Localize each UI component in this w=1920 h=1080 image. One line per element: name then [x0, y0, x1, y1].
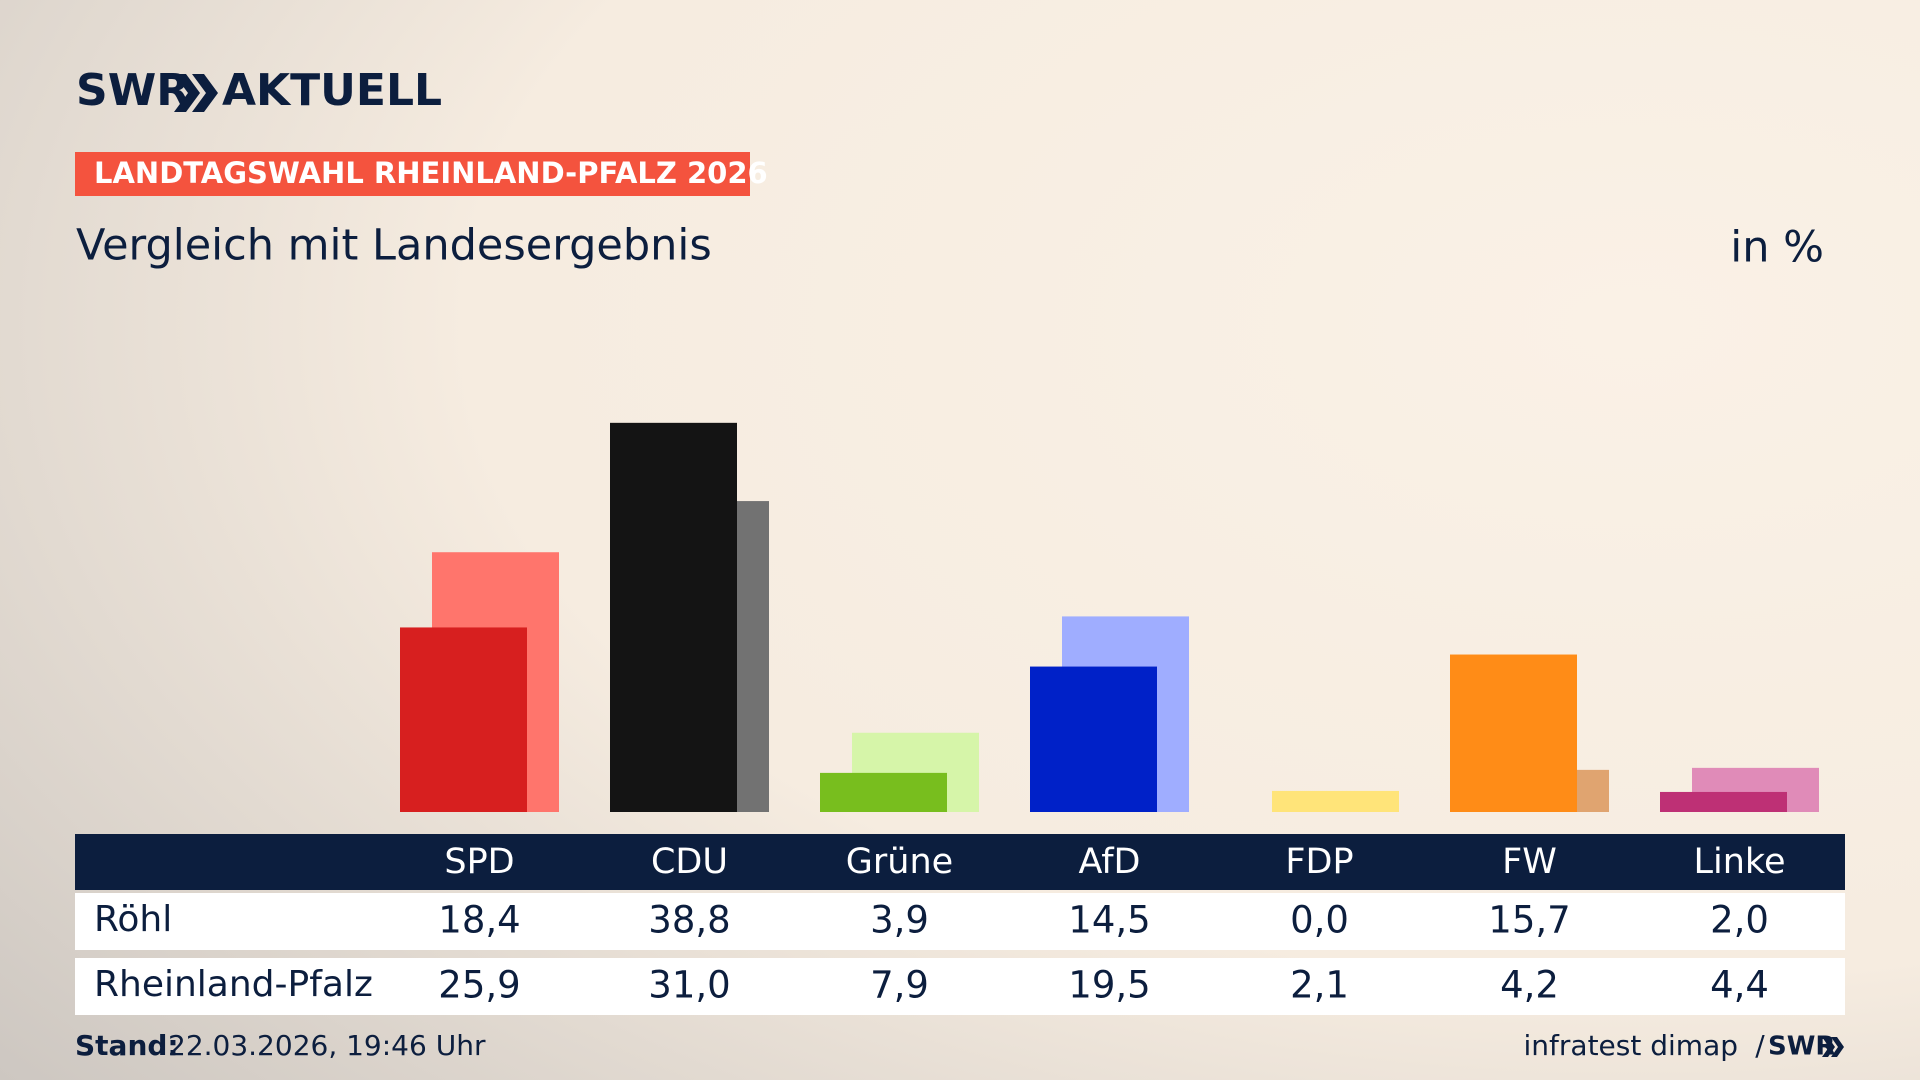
table-row [75, 893, 1845, 950]
column-label: FDP [1285, 842, 1353, 882]
column-label: Grüne [846, 842, 953, 882]
subtitle: Vergleich mit Landesergebnis [76, 221, 712, 271]
bar [1660, 791, 1787, 812]
value-cell: 2,1 [1290, 964, 1349, 1007]
badge-box [75, 152, 750, 196]
table-header [75, 834, 1845, 890]
bar [1450, 654, 1577, 812]
value-cell: 4,2 [1500, 964, 1559, 1007]
value-cell: 18,4 [438, 899, 520, 942]
row-label: Rheinland-Pfalz [94, 964, 373, 1005]
separator: / [1755, 1029, 1765, 1062]
badge: LANDTAGSWAHL RHEINLAND-PFALZ 2026 [94, 156, 768, 190]
column-label: CDU [651, 842, 728, 882]
column-label: SPD [444, 842, 514, 882]
footer-chevrons [1822, 1037, 1844, 1057]
value-cell: 15,7 [1488, 899, 1570, 942]
value-cell: 19,5 [1068, 964, 1150, 1007]
brand-chevrons [174, 74, 218, 112]
value-cell: 14,5 [1068, 899, 1150, 942]
bar [1030, 666, 1157, 812]
value-cell: 0,0 [1290, 899, 1349, 942]
bar [1272, 790, 1399, 812]
row-label: Röhl [94, 899, 172, 940]
source: infratest dimap [1524, 1029, 1738, 1062]
unit: in % [1730, 223, 1824, 273]
value-cell: 25,9 [438, 964, 520, 1007]
value-cell: 2,0 [1710, 899, 1769, 942]
value-cell: 31,0 [648, 964, 730, 1007]
value-cell: 38,8 [648, 899, 730, 942]
value-cell: 7,9 [870, 964, 929, 1007]
stand: 22.03.2026, 19:46 Uhr [168, 1029, 486, 1062]
value-cell: 4,4 [1710, 964, 1769, 1007]
section: AKTUELL [222, 65, 442, 116]
bar [820, 772, 947, 812]
table-row [75, 958, 1845, 1015]
bar [610, 422, 737, 812]
brand: SWR [76, 65, 190, 116]
column-label: AfD [1079, 842, 1141, 882]
column-label: FW [1502, 842, 1557, 882]
column-label: Linke [1694, 842, 1786, 882]
value-cell: 3,9 [870, 899, 929, 942]
bar [400, 627, 527, 812]
stand-label: Stand: [75, 1029, 179, 1062]
